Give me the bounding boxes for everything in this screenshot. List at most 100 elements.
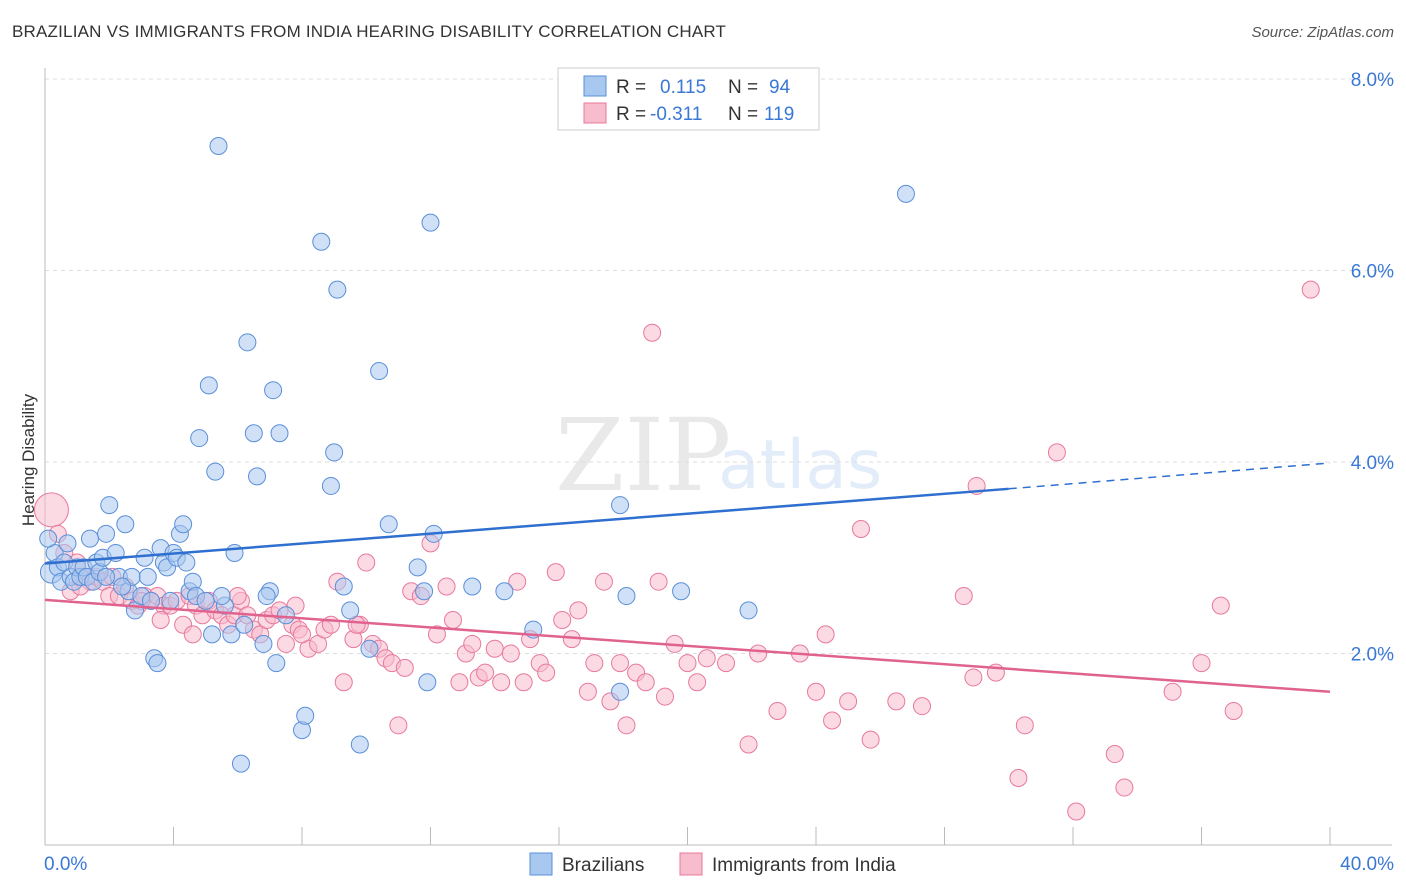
data-point [768,701,787,720]
data-point [485,639,504,658]
trend-line [44,598,1331,694]
data-point [183,625,202,644]
data-point [100,496,119,515]
data-point [379,515,398,534]
data-point [209,137,228,156]
source-label: Source: ZipAtlas.com [1251,24,1394,41]
data-point [177,553,196,572]
data-point [578,682,597,701]
data-point [113,577,132,596]
data-point [553,610,572,629]
data-point [293,625,311,644]
data-point [97,567,116,586]
data-point [360,639,379,658]
data-point [508,572,527,591]
data-point [389,716,408,735]
data-point [546,563,565,582]
data-point [514,673,533,692]
data-point [196,591,215,610]
data-point [1115,778,1134,797]
legend-n-value-2: 119 [764,104,794,125]
data-point [58,534,77,553]
data-point [678,654,697,673]
data-point [913,697,932,716]
data-point [248,467,267,486]
data-point [97,524,116,543]
data-point [437,577,456,596]
data-point [443,610,462,629]
axes [44,68,1392,846]
data-point [569,601,588,620]
data-point [212,587,231,606]
data-point [312,232,331,251]
data-point [1047,443,1066,462]
data-point [839,692,858,711]
data-point [643,323,662,342]
data-point [296,706,315,725]
data-point [174,515,193,534]
data-point [276,606,295,625]
watermark-atlas: atlas [718,426,882,505]
data-point [222,625,241,644]
data-point [39,529,58,548]
data-point [238,333,257,352]
data-point [861,730,880,749]
data-point [807,682,825,701]
data-point [235,615,254,634]
data-point [267,654,286,673]
series-brazilians [39,137,915,773]
data-point [199,376,218,395]
data-point [649,572,668,591]
data-point [823,711,842,730]
data-point [334,673,353,692]
data-point [408,558,427,577]
data-point [1224,701,1243,720]
data-point [138,567,157,586]
data-point [896,184,915,203]
data-point [495,582,514,601]
data-point [321,476,340,495]
series-legend-india: Immigrants from India [712,855,896,876]
data-point [418,673,437,692]
data-point [328,280,347,299]
trend-lines [44,462,1331,694]
data-point [264,381,283,400]
data-point [964,668,983,687]
data-point [463,634,482,653]
data-point [887,692,906,711]
data-point [672,582,691,601]
legend-r-label-2: R = [616,104,646,125]
legend-n-label-1: N = [728,77,758,98]
data-point [231,754,250,773]
data-point [816,625,835,644]
data-point [617,587,636,606]
data-point [1192,654,1211,673]
legend-n-value-1: 94 [769,77,791,98]
data-point [415,582,434,601]
series-legend-swatch-brazilians [529,852,553,876]
data-point [135,548,154,567]
data-point [427,625,446,644]
data-point [697,649,716,668]
data-point [492,673,511,692]
data-point [161,591,180,610]
data-point [206,462,225,481]
data-point [1009,768,1028,787]
data-point [276,634,295,653]
legend-r-value-2: -0.311 [650,104,702,125]
data-point [739,601,758,620]
data-point [350,735,369,754]
data-point [617,716,636,735]
data-point [225,543,244,562]
data-point [749,644,768,663]
data-point [636,673,655,692]
data-point [1163,682,1182,701]
data-point [501,644,520,663]
data-point [537,663,556,682]
data-point [717,654,736,673]
data-point [80,529,99,548]
x-tick-label: 0.0% [44,854,87,875]
y-axis-title: Hearing Disability [19,393,38,526]
data-point [395,658,414,677]
